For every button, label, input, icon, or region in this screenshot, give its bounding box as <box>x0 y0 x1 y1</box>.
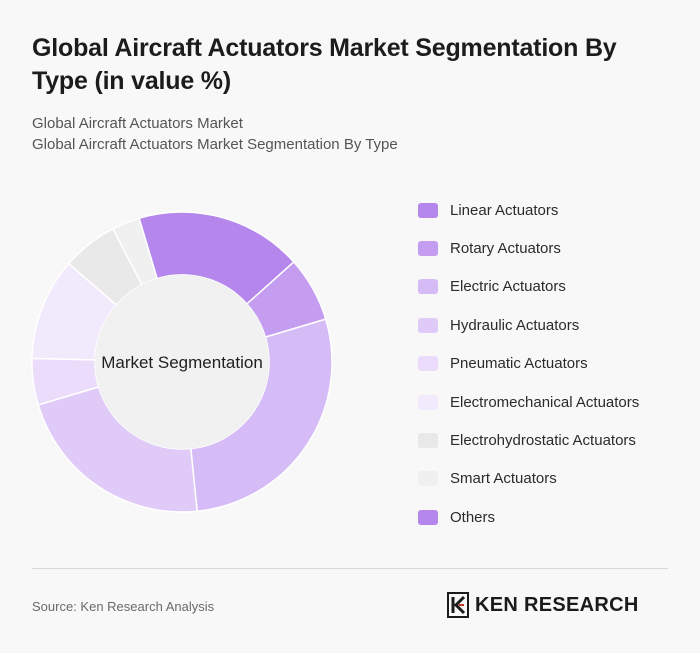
legend-item: Smart Actuators <box>418 467 557 491</box>
legend-swatch <box>418 279 438 295</box>
legend-item: Linear Actuators <box>418 198 558 222</box>
legend-label: Electrohydrostatic Actuators <box>450 431 636 449</box>
legend-label: Others <box>450 508 496 526</box>
legend-label: Rotary Actuators <box>450 239 561 257</box>
legend-swatch <box>418 202 438 218</box>
legend-label: Pneumatic Actuators <box>450 355 588 373</box>
legend-swatch <box>418 471 438 487</box>
legend-label: Linear Actuators <box>450 201 559 219</box>
legend-swatch <box>418 394 438 410</box>
ken-research-logo: KEN RESEARCH <box>447 592 639 618</box>
legend-swatch <box>418 432 438 448</box>
ken-research-logo-icon <box>447 592 469 618</box>
legend-item: Electric Actuators <box>418 275 566 299</box>
chart-title: Global Aircraft Actuators Market Segment… <box>32 34 617 95</box>
legend-item: Electromechanical Actuators <box>418 390 639 414</box>
source-note: Source: Ken Research Analysis <box>32 599 215 614</box>
legend-label: Smart Actuators <box>450 470 557 488</box>
donut-center <box>95 275 269 449</box>
subtitle-line-2: Global Aircraft Actuators Market Segment… <box>32 136 398 153</box>
legend-item: Electrohydrostatic Actuators <box>418 428 636 452</box>
footer-divider <box>32 568 668 569</box>
subtitle-line-1: Global Aircraft Actuators Market <box>32 115 243 132</box>
legend-swatch <box>418 240 438 256</box>
legend-label: Electromechanical Actuators <box>450 393 640 411</box>
legend-item: Pneumatic Actuators <box>418 352 588 376</box>
logo-text: KEN RESEARCH <box>475 593 639 616</box>
legend-swatch <box>418 509 438 525</box>
legend-item: Hydraulic Actuators <box>418 313 579 337</box>
legend-swatch <box>418 317 438 333</box>
legend-swatch <box>418 356 438 372</box>
legend-item: Rotary Actuators <box>418 236 561 260</box>
legend-label: Hydraulic Actuators <box>450 316 580 334</box>
legend-label: Electric Actuators <box>450 278 566 296</box>
chart-subtitle: Global Aircraft Actuators Market Global … <box>32 113 672 155</box>
donut-center-label: Market Segmentation <box>101 353 263 372</box>
legend-item: Others <box>418 505 495 529</box>
